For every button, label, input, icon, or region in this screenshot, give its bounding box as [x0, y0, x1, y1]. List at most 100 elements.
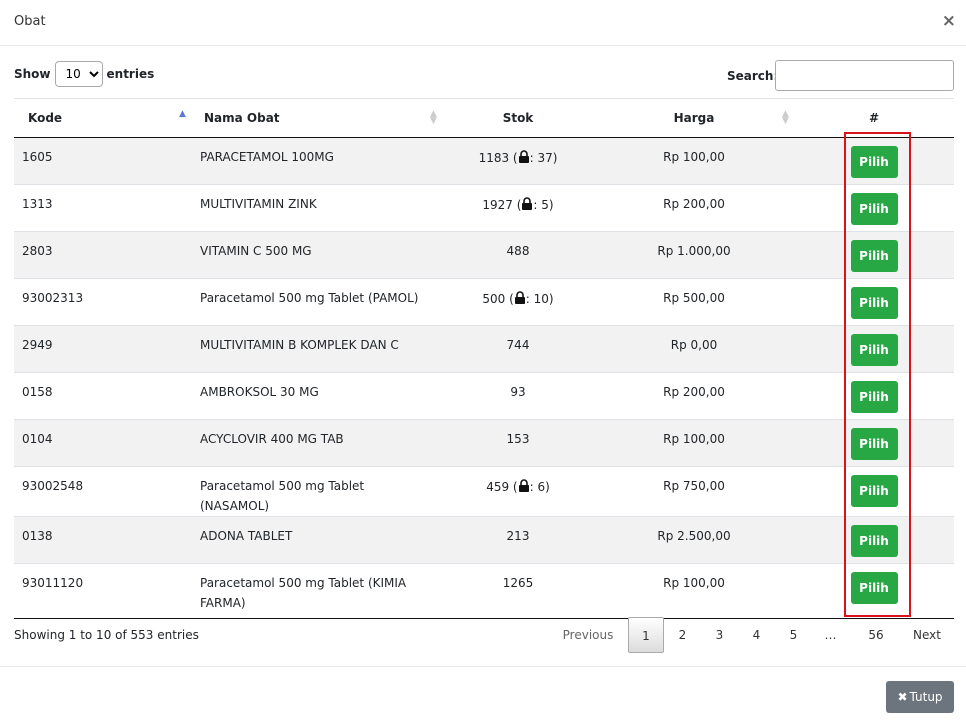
- cell-harga: Rp 100,00: [594, 562, 794, 619]
- stok-locked-value: 37: [537, 150, 553, 165]
- cell-nama-obat: VITAMIN C 500 MG: [192, 230, 442, 278]
- pilih-button[interactable]: Pilih: [850, 239, 898, 272]
- sort-asc-icon: ▲: [179, 109, 186, 119]
- tutup-label: Tutup: [909, 690, 943, 704]
- lock-icon: [518, 478, 530, 495]
- pagination-page-5[interactable]: 5: [789, 628, 798, 642]
- cell-kode: 0158: [14, 371, 192, 419]
- column-header-harga[interactable]: Harga ▲ ▼: [594, 99, 794, 138]
- cell-action: Pilih: [794, 515, 954, 563]
- pilih-button[interactable]: Pilih: [850, 333, 898, 366]
- tutup-button[interactable]: ✖ Tutup: [886, 681, 954, 713]
- cell-kode: 93002313: [14, 277, 192, 325]
- cell-stok: 1183 (: 37): [442, 137, 594, 184]
- pagination-page-56[interactable]: 56: [868, 628, 884, 642]
- table-row: 2803 VITAMIN C 500 MG 488 Rp 1.000,00 Pilih: [14, 230, 954, 278]
- pagination-page-4[interactable]: 4: [752, 628, 761, 642]
- close-icon: ✖: [897, 690, 908, 704]
- cell-nama-obat: Paracetamol 500 mg Tablet (NASAMOL): [192, 465, 442, 516]
- column-header-label: Stok: [502, 110, 534, 125]
- cell-harga: Rp 200,00: [594, 183, 794, 231]
- cell-kode: 0104: [14, 418, 192, 466]
- column-header-label: Harga: [673, 110, 715, 125]
- nama-obat-text: Paracetamol 500 mg Tablet (PAMOL): [200, 290, 419, 305]
- pilih-button[interactable]: Pilih: [850, 427, 898, 460]
- entries-select[interactable]: 10: [54, 61, 103, 87]
- stok-value: 744: [506, 337, 530, 352]
- stok-value: 153: [506, 431, 530, 446]
- table-header-row: Kode ▲ Nama Obat ▲ ▼ Stok Harga ▲ ▼ #: [14, 99, 954, 138]
- stok-locked-value: 5: [541, 197, 549, 212]
- sort-icon: ▲ ▼: [782, 109, 789, 126]
- pilih-button[interactable]: Pilih: [850, 474, 898, 507]
- nama-obat-text: Paracetamol 500 mg Tablet (KIMIA FARMA): [200, 575, 407, 610]
- cell-nama-obat: MULTIVITAMIN B KOMPLEK DAN C: [192, 324, 442, 372]
- cell-harga: Rp 100,00: [594, 418, 794, 466]
- modal-title: Obat: [14, 14, 46, 29]
- cell-action: Pilih: [794, 183, 954, 231]
- column-header-label: Nama Obat: [204, 110, 280, 125]
- cell-stok: 500 (: 10): [442, 277, 594, 325]
- column-header-nama-obat[interactable]: Nama Obat ▲ ▼: [192, 99, 442, 138]
- nama-obat-text: Paracetamol 500 mg Tablet (NASAMOL): [200, 478, 365, 513]
- lock-icon: [518, 149, 530, 166]
- cell-action: Pilih: [794, 230, 954, 278]
- stok-value: 488: [506, 243, 530, 258]
- table-row: 0104 ACYCLOVIR 400 MG TAB 153 Rp 100,00 Pili…: [14, 418, 954, 466]
- table-row: 93002548 Paracetamol 500 mg Tablet (NASAM…: [14, 465, 954, 516]
- pilih-button[interactable]: Pilih: [850, 380, 898, 413]
- cell-stok: 93: [442, 371, 594, 419]
- cell-stok: 1927 (: 5): [442, 183, 594, 231]
- cell-action: Pilih: [794, 371, 954, 419]
- search-input[interactable]: [775, 60, 954, 91]
- lock-icon: [521, 196, 533, 213]
- stok-value: 93: [510, 384, 526, 399]
- pagination-next[interactable]: Next: [913, 628, 941, 642]
- pagination-previous[interactable]: Previous: [562, 628, 614, 642]
- table-row: 93011120 Paracetamol 500 mg Tablet (KIMIA…: [14, 562, 954, 619]
- cell-stok: 213: [442, 515, 594, 563]
- cell-harga: Rp 2.500,00: [594, 515, 794, 563]
- pagination-ellipsis: …: [824, 628, 837, 642]
- cell-harga: Rp 750,00: [594, 465, 794, 516]
- pagination-page-1[interactable]: 1: [628, 617, 664, 653]
- pagination-page-3[interactable]: 3: [715, 628, 724, 642]
- modal-footer-divider: [0, 666, 966, 667]
- column-header-label: #: [868, 110, 880, 125]
- obat-table: Kode ▲ Nama Obat ▲ ▼ Stok Harga ▲ ▼ #: [14, 99, 954, 619]
- column-header-label: Kode: [28, 110, 63, 125]
- pilih-button[interactable]: Pilih: [850, 524, 898, 557]
- table-row: 1313 MULTIVITAMIN ZINK 1927 (: 5) Rp 200,00…: [14, 183, 954, 231]
- table-row: 93002313 Paracetamol 500 mg Tablet (PAMOL…: [14, 277, 954, 325]
- stok-value: 459: [486, 479, 510, 494]
- entries-label: entries: [106, 67, 155, 81]
- cell-stok: 744: [442, 324, 594, 372]
- pagination-page-2[interactable]: 2: [678, 628, 687, 642]
- cell-nama-obat: ADONA TABLET: [192, 515, 442, 563]
- pilih-button[interactable]: Pilih: [850, 192, 898, 225]
- column-header-kode[interactable]: Kode ▲: [14, 99, 192, 138]
- cell-nama-obat: AMBROKSOL 30 MG: [192, 371, 442, 419]
- nama-obat-text: MULTIVITAMIN B KOMPLEK DAN C: [200, 337, 399, 352]
- cell-action: Pilih: [794, 324, 954, 372]
- table-row: 0138 ADONA TABLET 213 Rp 2.500,00 Pilih: [14, 515, 954, 563]
- sort-icon: ▲ ▼: [430, 109, 437, 126]
- nama-obat-text: ACYCLOVIR 400 MG TAB: [200, 431, 344, 446]
- obat-table-wrapper: Kode ▲ Nama Obat ▲ ▼ Stok Harga ▲ ▼ #: [14, 98, 954, 619]
- pilih-button[interactable]: Pilih: [850, 571, 898, 604]
- search-label: Search:: [727, 69, 779, 83]
- cell-action: Pilih: [794, 418, 954, 466]
- close-icon[interactable]: ×: [941, 11, 956, 31]
- cell-harga: Rp 500,00: [594, 277, 794, 325]
- cell-kode: 1313: [14, 183, 192, 231]
- stok-locked-value: 10: [533, 291, 549, 306]
- nama-obat-text: AMBROKSOL 30 MG: [200, 384, 319, 399]
- pilih-button[interactable]: Pilih: [850, 286, 898, 319]
- modal-header: Obat ×: [0, 0, 966, 46]
- cell-action: Pilih: [794, 465, 954, 516]
- pilih-button[interactable]: Pilih: [850, 145, 898, 178]
- stok-value: 1265: [502, 575, 534, 590]
- table-row: 1605 PARACETAMOL 100MG 1183 (: 37) Rp 100,0…: [14, 137, 954, 184]
- stok-value: 500: [482, 291, 506, 306]
- cell-harga: Rp 200,00: [594, 371, 794, 419]
